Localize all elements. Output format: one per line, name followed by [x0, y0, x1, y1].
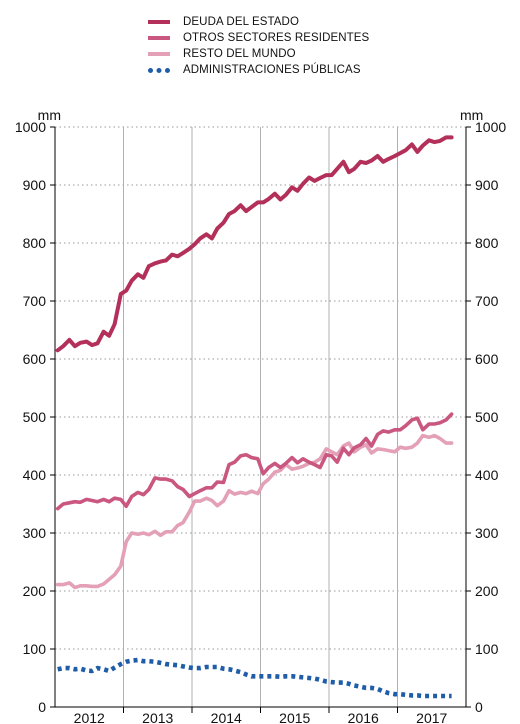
- x-tick-label-2017: 2017: [416, 710, 447, 724]
- y-tick-label-right-700: 700: [475, 293, 499, 309]
- legend-item-resto-mundo: RESTO DEL MUNDO: [148, 46, 369, 62]
- y-tick-label-left-100: 100: [23, 641, 47, 657]
- legend-label-resto-mundo: RESTO DEL MUNDO: [183, 48, 296, 60]
- series-line-0: [55, 135, 454, 353]
- chart-grid: [55, 126, 466, 707]
- x-tick-label-2013: 2013: [142, 710, 173, 724]
- series-line-1: [55, 412, 454, 511]
- y-tick-label-left-700: 700: [23, 293, 47, 309]
- legend-label-deuda-estado: DEUDA DEL ESTADO: [183, 16, 299, 28]
- y-tick-label-right-300: 300: [475, 525, 499, 541]
- y-tick-label-right-900: 900: [475, 177, 499, 193]
- legend-label-otros-sectores: OTROS SECTORES RESIDENTES: [183, 32, 370, 44]
- legend-item-otros-sectores: OTROS SECTORES RESIDENTES: [148, 30, 369, 46]
- y-tick-label-right-400: 400: [475, 467, 499, 483]
- y-axis-unit-left: mm: [38, 107, 61, 123]
- legend-swatch-deuda-estado: [148, 20, 170, 24]
- legend-item-deuda-estado: DEUDA DEL ESTADO: [148, 14, 369, 30]
- y-tick-label-left-1000: 1000: [15, 119, 46, 135]
- series-line-3: [57, 657, 452, 699]
- y-tick-label-left-200: 200: [23, 583, 47, 599]
- x-tick-label-2012: 2012: [74, 710, 105, 724]
- y-tick-label-left-300: 300: [23, 525, 47, 541]
- x-tick-label-2015: 2015: [279, 710, 310, 724]
- y-tick-label-left-400: 400: [23, 467, 47, 483]
- y-tick-label-right-100: 100: [475, 641, 499, 657]
- y-tick-label-right-0: 0: [475, 699, 483, 715]
- y-axis-unit-right: mm: [460, 107, 483, 123]
- legend-label-administraciones: ADMINISTRACIONES PÚBLICAS: [183, 64, 361, 76]
- y-tick-label-right-500: 500: [475, 409, 499, 425]
- y-tick-label-right-200: 200: [475, 583, 499, 599]
- legend-swatch-resto-mundo: [148, 52, 170, 56]
- legend-swatch-otros-sectores: [148, 36, 170, 40]
- x-tick-label-2016: 2016: [348, 710, 379, 724]
- x-tick-label-2014: 2014: [211, 710, 242, 724]
- series-line-2: [55, 433, 454, 590]
- y-tick-label-left-600: 600: [23, 351, 47, 367]
- y-tick-label-right-1000: 1000: [475, 119, 506, 135]
- y-tick-label-left-800: 800: [23, 235, 47, 251]
- y-tick-label-right-600: 600: [475, 351, 499, 367]
- y-tick-label-left-900: 900: [23, 177, 47, 193]
- chart-legend: DEUDA DEL ESTADO OTROS SECTORES RESIDENT…: [148, 14, 369, 78]
- legend-item-administraciones: ADMINISTRACIONES PÚBLICAS: [148, 62, 369, 78]
- y-tick-label-left-0: 0: [38, 699, 46, 715]
- y-tick-label-right-800: 800: [475, 235, 499, 251]
- chart-axes: 0 0 100 100 200 200 300 300 400 400 500 500 600 600 70…: [15, 107, 507, 724]
- legend-swatch-administraciones: [148, 67, 170, 73]
- chart-series: [55, 135, 454, 699]
- y-tick-label-left-500: 500: [23, 409, 47, 425]
